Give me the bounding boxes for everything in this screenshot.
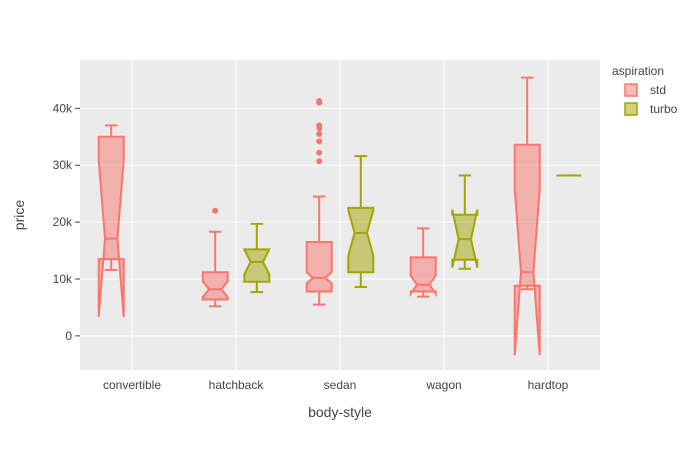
outlier-point xyxy=(212,207,219,214)
box-std-convertible xyxy=(97,124,125,318)
y-tick-label: 0 xyxy=(65,329,72,343)
outlier-point xyxy=(316,122,323,129)
outlier-point xyxy=(316,130,323,137)
legend-title: aspiration xyxy=(612,64,664,78)
x-tick-label: hatchback xyxy=(209,378,265,392)
box-turbo-hatchback xyxy=(242,222,271,294)
box-std-hatchback xyxy=(201,207,229,308)
box-std-hardtop xyxy=(513,76,541,356)
y-tick-label: 40k xyxy=(53,101,73,115)
x-axis: convertible hatchback sedan wagon hardtop xyxy=(103,378,569,392)
box-std-sedan xyxy=(305,97,333,306)
outlier-point xyxy=(316,138,323,145)
outlier-point xyxy=(316,149,323,156)
outlier-point xyxy=(316,97,323,104)
y-tick-label: 20k xyxy=(53,215,73,229)
notched-box xyxy=(201,271,229,301)
box-turbo-sedan xyxy=(347,155,375,288)
notched-box xyxy=(347,206,375,274)
x-tick-label: wagon xyxy=(425,378,461,392)
x-axis-title: body-style xyxy=(308,404,372,420)
y-tick-label: 10k xyxy=(53,272,73,286)
legend-label-turbo: turbo xyxy=(650,102,678,116)
x-tick-label: convertible xyxy=(103,378,161,392)
notched-box xyxy=(97,135,125,318)
legend: aspiration std turbo xyxy=(612,64,678,116)
x-tick-label: sedan xyxy=(324,378,357,392)
box-turbo-wagon xyxy=(451,174,479,270)
outlier-point xyxy=(316,158,323,165)
notched-box xyxy=(513,143,541,356)
legend-label-std: std xyxy=(650,83,666,97)
notched-box xyxy=(242,248,271,283)
notched-box xyxy=(409,256,437,298)
legend-swatch-std xyxy=(624,83,638,97)
y-tick-label: 30k xyxy=(53,158,73,172)
gridlines xyxy=(80,60,600,370)
y-axis-title: price xyxy=(11,200,27,231)
legend-swatch-turbo xyxy=(624,102,638,116)
box-std-wagon xyxy=(409,227,437,298)
x-tick-label: hardtop xyxy=(528,378,569,392)
notched-box xyxy=(305,241,333,293)
box-series xyxy=(97,76,582,356)
y-axis: 0 10k 20k 30k 40k xyxy=(53,101,80,343)
